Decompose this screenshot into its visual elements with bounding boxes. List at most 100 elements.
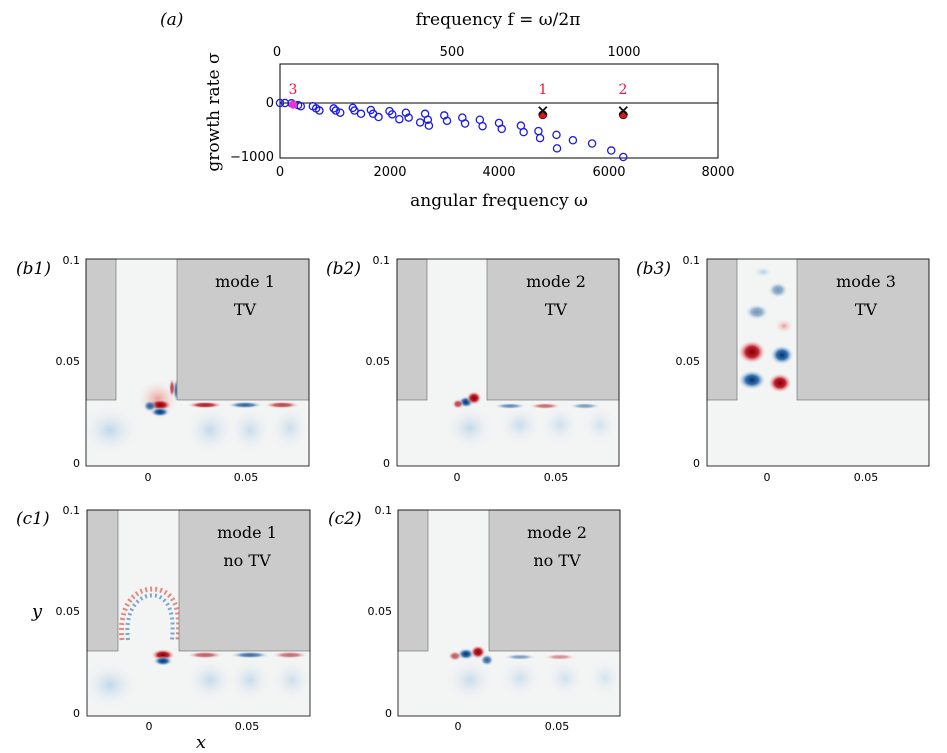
eigenvalue-point [329, 104, 338, 113]
mode-label-3: 3 [289, 82, 298, 98]
b2-ytick-0.05: 0.05 [366, 355, 391, 368]
b1-xtick-0: 0 [145, 471, 152, 484]
eigenvalue-point [535, 133, 545, 143]
mode-label-1: 1 [539, 82, 548, 98]
b3-vortices [738, 266, 794, 393]
b3-xtick-0.05: 0.05 [854, 471, 879, 484]
c1-xtick-0.05: 0.05 [235, 720, 260, 733]
c2-ytick-0.05: 0.05 [368, 605, 393, 618]
c1-mode: mode 1 [217, 523, 277, 542]
b2-right-wall [486, 258, 620, 401]
b1-ytick-0.1: 0.1 [63, 254, 81, 267]
b1-xtick-0.05: 0.05 [234, 471, 259, 484]
top-axis-label: frequency f = ω/2π [416, 10, 581, 30]
mode-2-cross-marker [618, 106, 628, 116]
c2-ytick-0.1: 0.1 [375, 504, 393, 517]
panel-b2-label: (b2) [326, 259, 361, 279]
b3-right-wall [796, 258, 930, 401]
c2-frame [397, 509, 621, 717]
eigenvalue-point [552, 144, 562, 153]
bottom-axis-label: angular frequency ω [410, 191, 588, 211]
eigenvalue-point [587, 139, 597, 148]
y-tick-minus1000: −1000 [230, 150, 274, 165]
eigenvalue-point [331, 106, 341, 115]
b2-xtick-0.05: 0.05 [544, 471, 569, 484]
c1-left-wall [86, 509, 119, 652]
b2-frame [396, 258, 620, 467]
b1-right-wall [176, 258, 310, 401]
b3-variant: TV [855, 300, 878, 319]
panel-b1-label: (b1) [16, 259, 51, 279]
eigenvalue-point [619, 152, 628, 162]
eigenvalue-point [356, 109, 366, 119]
y-axis-label: growth rate σ [204, 52, 224, 172]
panel-c2: (c2) 0.1 0.05 0 mode 2 no TV 0 0.05 [328, 504, 623, 733]
c2-xtick-0: 0 [455, 720, 462, 733]
c2-right-wall [488, 509, 621, 652]
eigenvalue-point [606, 146, 616, 155]
panel-c2-label: (c2) [328, 509, 362, 529]
b1-ytick-0: 0 [73, 457, 80, 470]
c2-ytick-0: 0 [385, 707, 392, 720]
c2-xtick-0.05: 0.05 [545, 720, 570, 733]
panel-b2: (b2) 0.1 0.05 0 mode 2 TV 0 0.05 [326, 254, 620, 484]
bottom-tick-8000: 8000 [701, 165, 734, 180]
eigenvalue-point [519, 127, 528, 137]
eigenvalue-point [315, 106, 324, 115]
b3-mode: mode 3 [836, 272, 896, 291]
eigenvalue-point [442, 116, 452, 126]
eigenvalue-point [534, 126, 543, 136]
scatter-points [275, 98, 628, 162]
eigenvalue-point [275, 98, 285, 108]
b1-vortices [80, 378, 310, 455]
b2-variant: TV [545, 300, 568, 319]
c1-ytick-0.05: 0.05 [56, 605, 81, 618]
eigenvalue-point [401, 108, 411, 117]
bottom-tick-0: 0 [276, 165, 284, 180]
c1-ytick-0.1: 0.1 [63, 504, 81, 517]
eigenvalue-point [424, 121, 434, 130]
panel-b3-label: (b3) [636, 259, 671, 279]
b2-left-wall [396, 258, 428, 401]
eigenvalue-point [374, 112, 383, 122]
c1-ytick-0: 0 [73, 707, 80, 720]
eigenvalue-point [423, 115, 433, 124]
c2-vortices [445, 645, 623, 702]
mode-3-point [289, 100, 298, 109]
eigenvalue-point [395, 114, 404, 124]
eigenvalue-point [350, 106, 359, 115]
b1-variant: TV [234, 300, 257, 319]
eigenvalue-point [404, 113, 413, 122]
bottom-tick-2000: 2000 [373, 165, 406, 180]
b3-ytick-0.05: 0.05 [676, 355, 701, 368]
b2-vortices [445, 391, 618, 450]
c2-left-wall [397, 509, 429, 652]
b1-ytick-0.05: 0.05 [56, 355, 81, 368]
b2-mode: mode 2 [526, 272, 586, 291]
top-tick-500: 500 [440, 45, 465, 60]
b1-mode: mode 1 [215, 272, 275, 291]
bottom-tick-6000: 6000 [592, 165, 625, 180]
c2-variant: no TV [533, 551, 581, 570]
panel-b3: (b3) 0.1 0.05 0 mode 3 TV 0 0.05 [636, 254, 930, 484]
top-tick-0: 0 [273, 45, 281, 60]
b3-ytick-0: 0 [693, 457, 700, 470]
b3-ytick-0.1: 0.1 [683, 254, 701, 267]
c1-frame [86, 509, 311, 717]
panel-a: (a) frequency f = ω/2π 0 500 1000 growth… [160, 10, 735, 211]
plot-frame [279, 63, 719, 159]
eigenvalue-point [387, 110, 397, 119]
shared-y-label: y [31, 601, 43, 622]
c1-vortices [82, 586, 312, 709]
shared-x-label: x [196, 732, 206, 753]
mode-1-cross-marker [538, 106, 548, 116]
b3-frame [706, 258, 930, 467]
mode-label-2: 2 [619, 82, 628, 98]
panel-a-label: (a) [160, 10, 183, 30]
b2-ytick-0: 0 [383, 457, 390, 470]
eigenvalue-point [415, 118, 425, 127]
c1-xtick-0: 0 [146, 720, 153, 733]
bottom-tick-4000: 4000 [482, 165, 515, 180]
b1-left-wall [85, 258, 117, 401]
c2-mode: mode 2 [527, 523, 587, 542]
